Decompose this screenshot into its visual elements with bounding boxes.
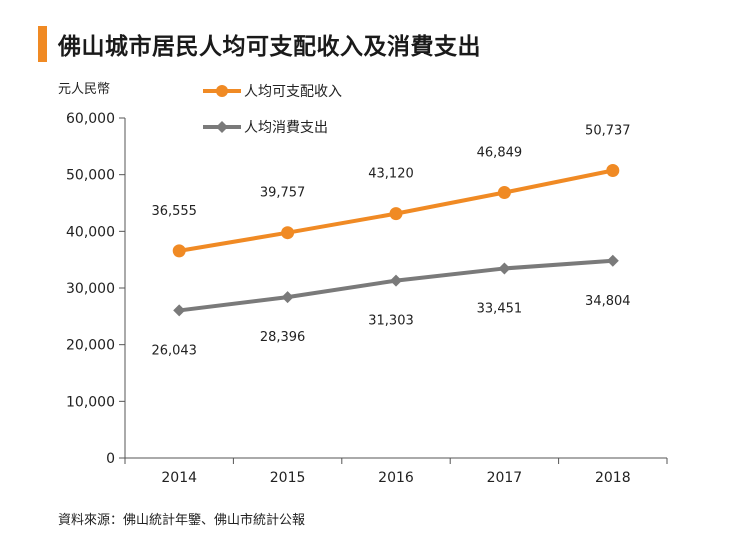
data-label: 46,849 [477,146,523,161]
data-point-circle [172,244,186,258]
data-label: 33,451 [477,301,523,316]
data-point-diamond [281,291,294,304]
data-label: 36,555 [151,204,197,219]
y-tick-label: 50,000 [66,168,115,184]
data-label: 26,043 [151,343,197,358]
y-tick-label: 0 [106,451,115,467]
legend-marker-circle [216,85,228,97]
x-tick-label: 2016 [378,470,414,486]
data-point-diamond [498,262,511,275]
y-tick-label: 20,000 [66,338,115,354]
data-label: 34,804 [585,294,631,309]
y-tick-label: 10,000 [66,394,115,410]
legend-label: 人均消費支出 [244,120,328,136]
y-tick-label: 40,000 [66,224,115,240]
legend-label: 人均可支配收入 [244,84,342,100]
data-point-diamond [173,304,186,317]
data-label: 43,120 [368,167,414,182]
data-label: 39,757 [260,186,306,201]
chart-axes: 0 10,000 20,000 30,000 40,000 50,000 60,000 201… [66,111,668,486]
data-label: 50,737 [585,123,631,138]
data-point-circle [497,186,511,200]
chart-series [172,163,620,317]
data-point-circle [281,226,295,240]
x-tick-label: 2017 [487,470,523,486]
chart-title: 佛山城市居民人均可支配收入及消費支出 [58,34,481,60]
x-tick-label: 2015 [270,470,306,486]
chart-data-labels: 36,555 39,757 43,120 46,849 50,737 26,043 28,3… [151,123,630,358]
x-tick-label: 2014 [161,470,197,486]
source-note: 資料來源：佛山統計年鑒、佛山市統計公報 [58,513,306,528]
data-point-diamond [390,274,402,287]
data-label: 28,396 [260,330,306,345]
data-point-diamond [606,254,619,267]
data-point-circle [389,207,403,221]
y-tick-label: 30,000 [66,281,115,297]
x-tick-label: 2018 [595,470,631,486]
y-tick-label: 60,000 [66,111,115,127]
data-point-circle [606,163,620,177]
y-axis-unit-label: 元人民幣 [58,82,111,97]
legend-marker-diamond [216,121,228,133]
data-label: 31,303 [368,314,414,329]
title-accent-bar [38,26,47,62]
